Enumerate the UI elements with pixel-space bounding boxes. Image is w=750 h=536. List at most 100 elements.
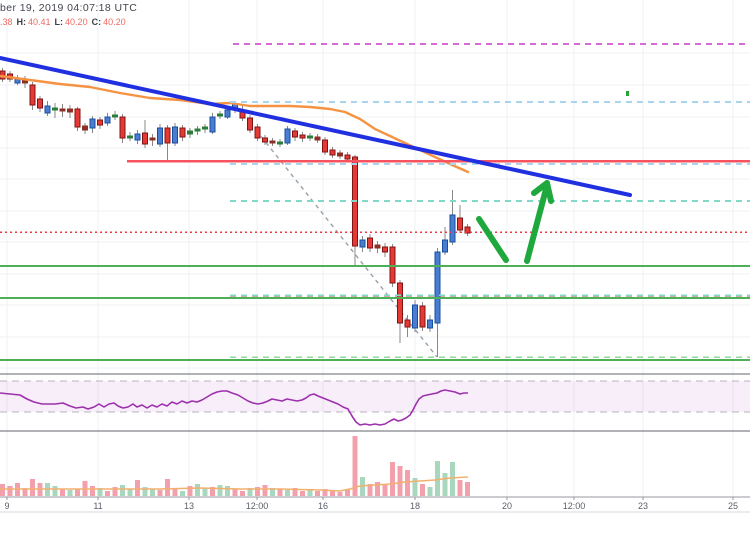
volume-bar — [127, 489, 133, 496]
x-axis-label: 12:00 — [563, 501, 586, 511]
horizontal-levels-layer — [0, 43, 750, 361]
volume-bar — [352, 436, 358, 496]
candle-body — [59, 108, 66, 112]
candle-body — [194, 128, 201, 132]
candle-body — [96, 119, 104, 126]
volume-bar — [434, 461, 441, 496]
candle-body — [329, 149, 336, 156]
candle-body — [269, 140, 276, 144]
volume-bar — [284, 490, 291, 496]
volume-bar — [52, 486, 58, 496]
volume-bar — [194, 484, 201, 496]
candle-body — [156, 127, 164, 145]
rsi-line — [0, 389, 468, 426]
candle-body — [374, 244, 381, 249]
candle-body — [119, 116, 126, 139]
ma-line-orange — [0, 74, 470, 174]
volume-bar — [464, 482, 471, 496]
breakdown-dashed-trendline[interactable] — [255, 129, 438, 358]
volume-bar — [307, 489, 313, 496]
candle-body — [411, 304, 419, 329]
candle-body — [29, 84, 36, 106]
candle-body — [291, 130, 299, 138]
x-axis-label: 16 — [318, 501, 328, 511]
candlestick-series — [0, 68, 471, 357]
time-axis: 9 11 13 12:00 16 18 20 12:00 23 25 — [0, 496, 750, 513]
candle-body — [186, 130, 194, 135]
volume-bar — [419, 484, 426, 496]
volume-bar — [299, 491, 306, 496]
volume-bar — [404, 470, 411, 496]
x-axis-label: 25 — [728, 501, 738, 511]
volume-bar — [142, 487, 148, 496]
volume-bar — [209, 487, 216, 496]
candle-body — [456, 217, 464, 231]
candle-body — [111, 114, 119, 118]
candle-body — [314, 136, 321, 141]
volume-bar — [449, 462, 456, 496]
x-axis-label: 13 — [184, 501, 194, 511]
volume-bar — [59, 489, 66, 496]
moving-average-layer — [0, 74, 470, 174]
candle-body — [261, 137, 269, 143]
candle-body — [74, 108, 81, 128]
volume-bar — [427, 487, 433, 496]
candle-body — [164, 127, 171, 144]
candle-body — [36, 98, 44, 109]
volume-bar — [344, 489, 351, 496]
green-up-arrow-stroke[interactable] — [476, 216, 509, 263]
candle-body — [464, 226, 471, 234]
volume-bar — [232, 489, 238, 496]
volume-bar — [217, 485, 223, 496]
x-axis-label: 20 — [502, 501, 512, 511]
candle-body — [299, 134, 306, 139]
candle-body — [426, 319, 434, 329]
candle-body — [434, 251, 441, 324]
volume-bar — [389, 462, 396, 496]
volume-bar — [457, 480, 463, 496]
candle-body — [51, 107, 59, 111]
candle-body — [66, 108, 74, 113]
candle-body — [344, 154, 351, 160]
x-axis-label: 12:00 — [246, 501, 269, 511]
volume-bar — [374, 482, 381, 496]
candle-body — [306, 135, 314, 139]
candle-body — [396, 282, 404, 324]
volume-bar — [22, 488, 28, 496]
candle-body — [134, 133, 141, 141]
candle-body — [404, 319, 411, 328]
x-axis-label: 11 — [93, 501, 102, 511]
x-axis-label: 9 — [4, 501, 9, 511]
volume-bar — [112, 487, 118, 496]
candle-body — [104, 116, 111, 124]
volume-bar — [104, 491, 111, 496]
candle-body — [449, 214, 456, 243]
volume-bar — [239, 491, 246, 496]
volume-bar — [254, 487, 261, 496]
candle-body — [81, 125, 89, 131]
candle-body — [366, 237, 374, 249]
volume-bar — [172, 489, 178, 496]
volume-bar — [367, 484, 373, 496]
volume-bar — [224, 486, 231, 496]
volume-bar — [322, 489, 328, 496]
green-up-arrow-stroke[interactable] — [544, 180, 554, 204]
volume-bar — [202, 488, 208, 496]
green-up-arrow-stroke[interactable] — [524, 186, 549, 264]
candle-body — [89, 118, 96, 129]
volume-pane — [0, 436, 471, 496]
candle-body — [44, 105, 51, 114]
candle-body — [179, 127, 186, 138]
candle-body — [419, 305, 426, 328]
volume-bar — [74, 489, 81, 496]
volume-bar — [29, 479, 36, 496]
volume-bar — [397, 466, 403, 496]
volume-bar — [187, 486, 193, 496]
volume-bar — [314, 491, 321, 496]
volume-bar — [337, 492, 343, 496]
trendline-blue[interactable] — [0, 56, 632, 197]
volume-bar — [262, 485, 268, 496]
volume-bar — [97, 488, 103, 496]
green-dot-marker — [626, 91, 629, 96]
